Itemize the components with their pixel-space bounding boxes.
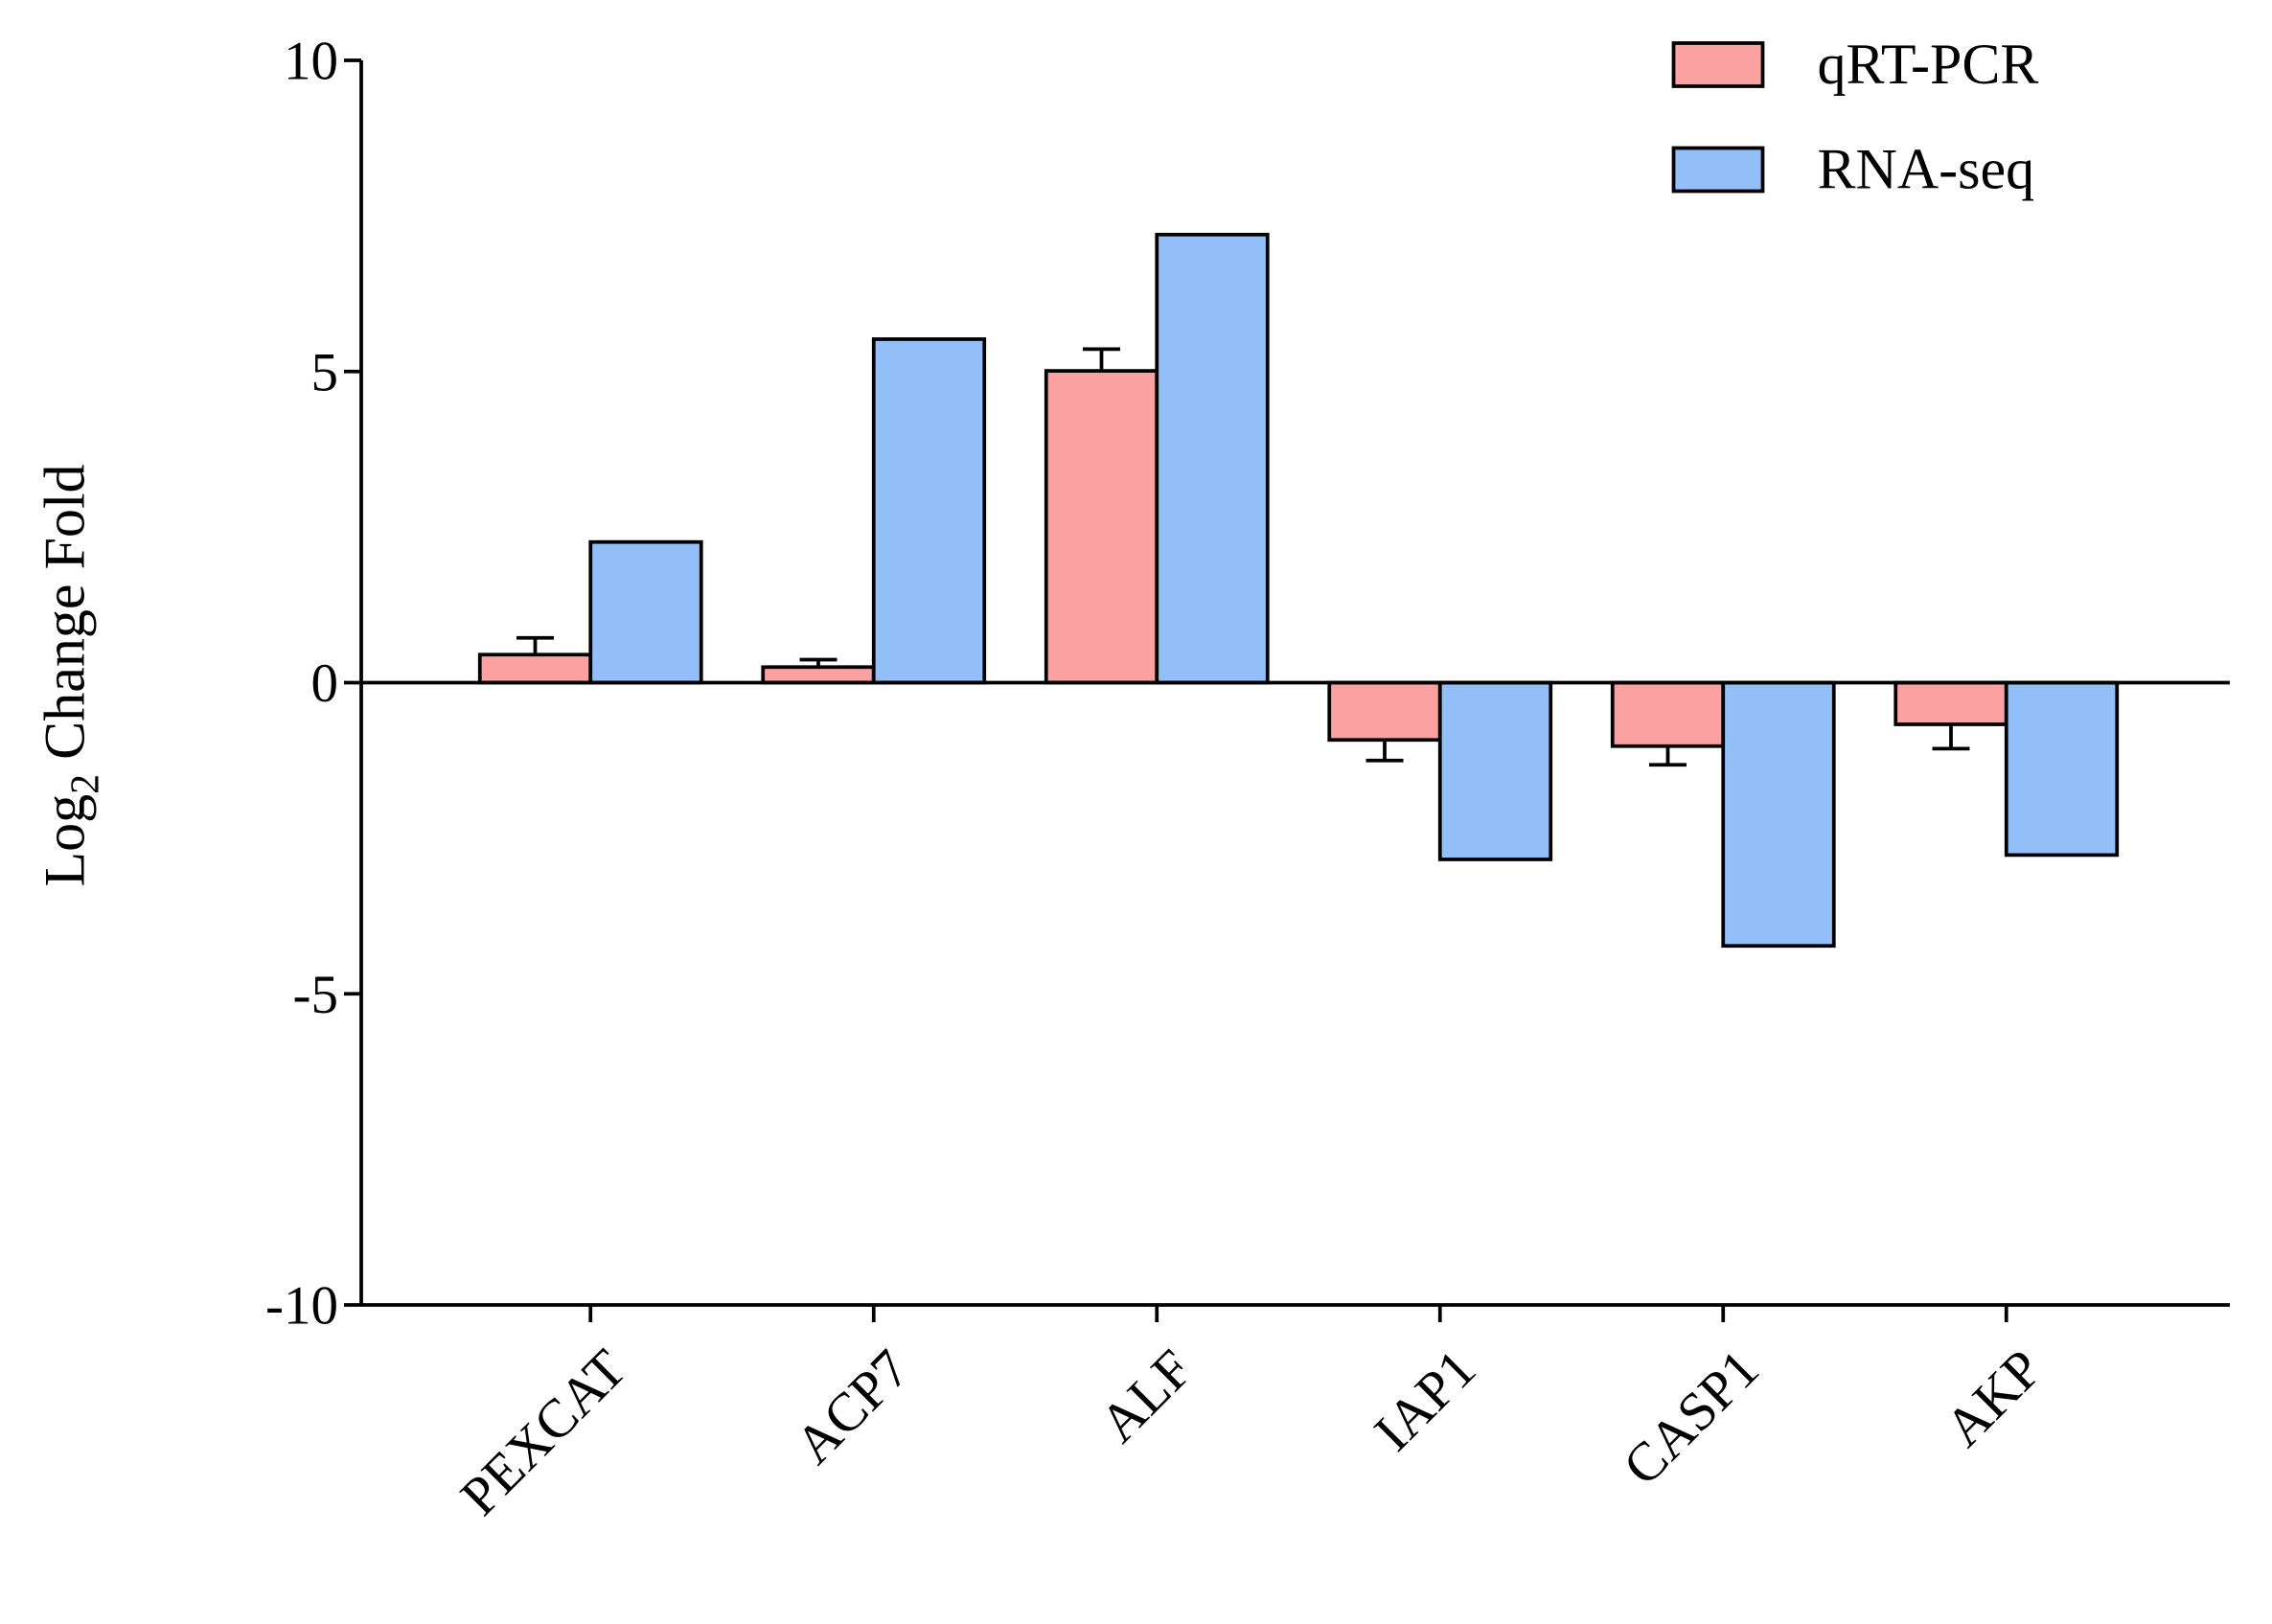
bar — [761, 665, 876, 685]
error-bar — [799, 657, 838, 668]
error-bar — [1083, 347, 1120, 372]
bar — [1610, 680, 1726, 748]
y-tick-label: 5 — [311, 342, 339, 402]
x-tick-label: PEXCAT — [449, 1338, 638, 1527]
bar — [1721, 680, 1836, 949]
bar — [1327, 680, 1442, 743]
bar — [588, 539, 703, 685]
y-tick-label: 0 — [311, 653, 339, 714]
bar — [1155, 232, 1270, 685]
x-tick-label: ACP7 — [784, 1338, 921, 1475]
legend-label: RNA-seq — [1818, 138, 2035, 201]
legend-swatch — [1671, 146, 1765, 194]
y-tick-label: 10 — [284, 32, 338, 92]
error-bar — [1365, 740, 1404, 763]
y-label-subscript: 2 — [64, 774, 108, 794]
y-tick-label: -10 — [265, 1276, 338, 1337]
y-label-suffix: Change Fold — [33, 465, 96, 760]
bar — [871, 337, 987, 685]
bar — [477, 652, 593, 685]
legend-label: qRT-PCR — [1818, 33, 2039, 96]
error-bar — [1649, 745, 1687, 767]
x-tick-label: IAP1 — [1364, 1338, 1488, 1463]
y-tick-label: -5 — [293, 965, 338, 1025]
error-bar — [1932, 724, 1970, 751]
bar — [2004, 680, 2120, 858]
x-tick-label: AKP — [1934, 1338, 2054, 1458]
y-label-base: Log — [33, 794, 96, 887]
x-tick-label: CASP1 — [1612, 1338, 1771, 1498]
bar — [1893, 680, 2008, 726]
legend-swatch — [1671, 41, 1765, 88]
bar — [1044, 369, 1159, 685]
y-axis-label: Log2 Change Fold — [33, 465, 107, 887]
error-bar — [516, 635, 554, 655]
x-tick-label: ALF — [1089, 1338, 1205, 1454]
bar — [1437, 680, 1553, 861]
